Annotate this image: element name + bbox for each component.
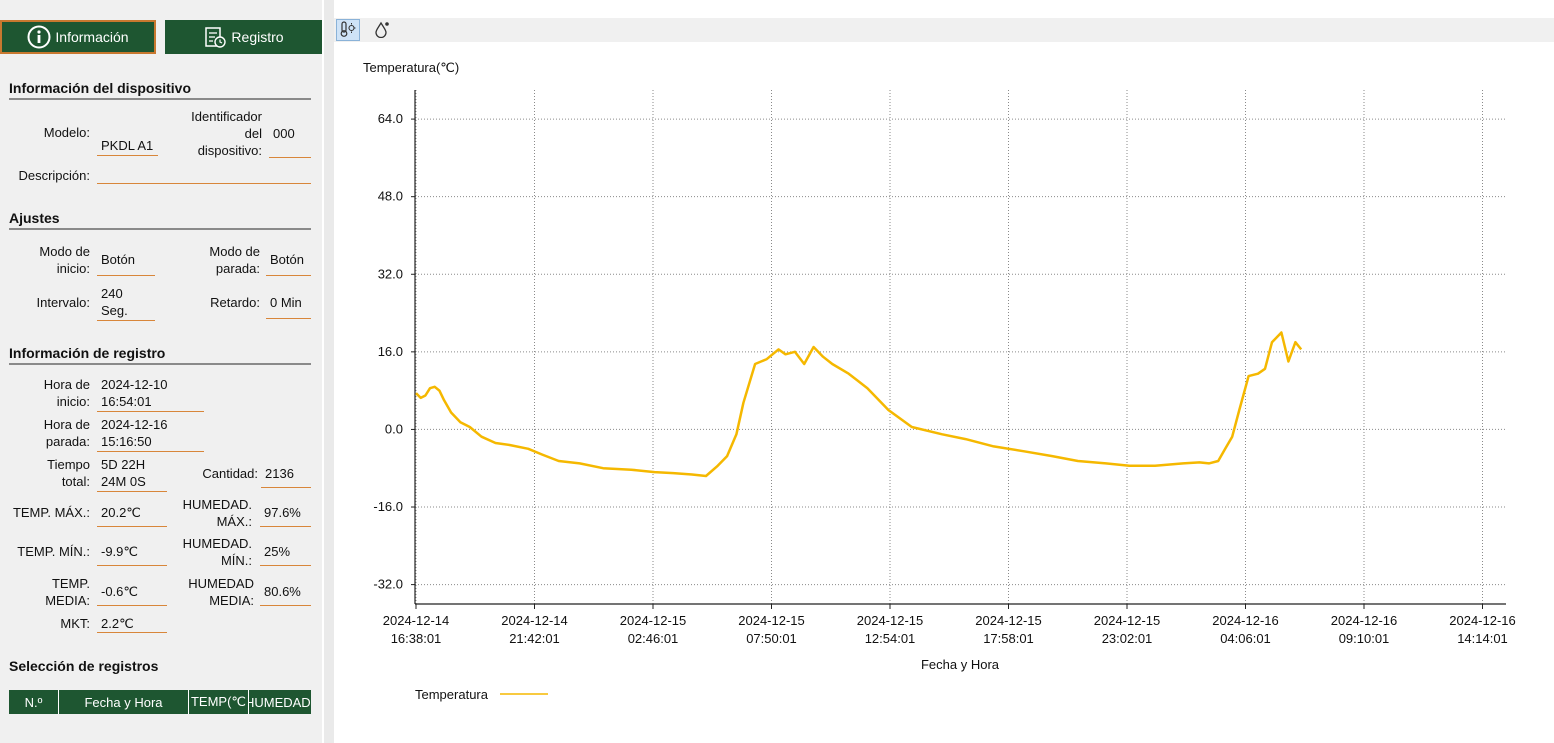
y-tick-labels: 64.0 48.0 32.0 16.0 0.0 -16.0 -32.0	[373, 111, 403, 592]
stop-mode-label: Modo de parada:	[209, 244, 260, 276]
device-id-value: 000	[269, 125, 311, 158]
col-number[interactable]: N.º	[9, 690, 59, 714]
stop-time-value: 2024-12-16 15:16:50	[97, 416, 204, 452]
stop-mode-value: Botón	[266, 251, 311, 276]
hum-max-label: HUMEDAD. MÁX.:	[182, 497, 252, 529]
x-tick-date: 2024-12-15	[857, 613, 924, 628]
model-label: Modelo:	[43, 125, 90, 140]
tab-registro[interactable]: Registro	[165, 20, 322, 54]
temp-avg-label: TEMP. MEDIA:	[45, 576, 90, 608]
settings-section-title: Ajustes	[9, 210, 311, 230]
x-tick-labels: 2024-12-14 16:38:01 2024-12-14 21:42:01 2024…	[383, 613, 1516, 646]
mkt-value: 2.2℃	[97, 615, 167, 633]
y-tick-label: 48.0	[378, 189, 403, 204]
temperature-view-button[interactable]	[336, 19, 360, 41]
thermometer-sun-icon	[339, 20, 357, 41]
y-tick-label: -16.0	[373, 499, 403, 514]
count-label: Cantidad:	[202, 466, 258, 481]
hum-avg-label: HUMEDAD MEDIA:	[188, 576, 254, 608]
selection-section-title: Selección de registros	[9, 658, 159, 674]
description-value	[97, 167, 311, 184]
hum-max-value: 97.6%	[260, 504, 311, 527]
x-tick-date: 2024-12-16	[1449, 613, 1516, 628]
y-axis-label: Temperatura(℃)	[363, 60, 459, 75]
chart-grid	[415, 90, 1506, 604]
tab-informacion[interactable]: Información	[0, 20, 156, 54]
info-icon	[27, 25, 51, 49]
delay-label: Retardo:	[210, 295, 260, 310]
x-tick-date: 2024-12-15	[975, 613, 1042, 628]
x-tick-date: 2024-12-15	[738, 613, 805, 628]
humidity-view-button[interactable]	[370, 19, 394, 41]
chart-axes	[411, 90, 1506, 609]
x-tick-time: 07:50:01	[746, 631, 797, 646]
hum-min-label: HUMEDAD. MÍN.:	[182, 536, 252, 568]
x-tick-date: 2024-12-16	[1212, 613, 1279, 628]
total-time-value: 5D 22H 24M 0S	[97, 456, 167, 492]
panel-splitter[interactable]	[324, 0, 334, 743]
model-value: PKDL A1	[97, 137, 158, 156]
tab-informacion-label: Información	[55, 29, 129, 45]
x-tick-time: 12:54:01	[865, 631, 916, 646]
x-tick-date: 2024-12-16	[1331, 613, 1398, 628]
temp-max-value: 20.2℃	[97, 504, 167, 527]
mkt-label: MKT:	[60, 616, 90, 631]
interval-label: Intervalo:	[36, 295, 90, 310]
col-datetime[interactable]: Fecha y Hora	[59, 690, 189, 714]
temp-min-value: -9.9℃	[97, 543, 167, 566]
tab-registro-label: Registro	[231, 29, 284, 45]
y-tick-label: -32.0	[373, 577, 403, 592]
temp-min-label: TEMP. MÍN.:	[17, 544, 90, 559]
y-tick-label: 32.0	[378, 266, 403, 281]
y-tick-label: 16.0	[378, 344, 403, 359]
x-tick-time: 23:02:01	[1102, 631, 1153, 646]
temperature-series-line	[415, 331, 1303, 478]
x-tick-date: 2024-12-15	[1094, 613, 1161, 628]
legend-label: Temperatura	[415, 687, 489, 702]
records-table-header: N.º Fecha y Hora TEMP(℃ HUMEDAD(	[9, 690, 311, 714]
x-tick-time: 09:10:01	[1339, 631, 1390, 646]
start-time-label: Hora de inicio:	[43, 377, 90, 409]
hum-avg-value: 80.6%	[260, 583, 311, 606]
chart-toolbar	[334, 18, 1554, 42]
x-tick-time: 16:38:01	[391, 631, 442, 646]
interval-value: 240 Seg.	[97, 285, 155, 321]
device-id-label: Identificador del dispositivo:	[191, 109, 262, 158]
start-time-value: 2024-12-10 16:54:01	[97, 376, 204, 412]
record-section-title: Información de registro	[9, 345, 311, 365]
x-tick-date: 2024-12-14	[501, 613, 568, 628]
y-tick-label: 64.0	[378, 111, 403, 126]
col-temp[interactable]: TEMP(℃	[189, 690, 249, 714]
hum-min-value: 25%	[260, 543, 311, 566]
description-label: Descripción:	[18, 168, 90, 183]
total-time-label: Tiempo total:	[47, 457, 90, 489]
temp-avg-value: -0.6℃	[97, 583, 167, 606]
temp-max-label: TEMP. MÁX.:	[12, 505, 90, 520]
x-tick-date: 2024-12-15	[620, 613, 687, 628]
device-section-title: Información del dispositivo	[9, 80, 311, 100]
x-tick-time: 17:58:01	[983, 631, 1034, 646]
start-mode-label: Modo de inicio:	[39, 244, 90, 276]
temperature-chart: Temperatura(℃) 64.0 48.0 32.0 16.0 0.0 -16.0 -…	[363, 60, 1516, 702]
y-tick-label: 0.0	[385, 421, 403, 436]
info-panel: Información Registro Información del dis…	[0, 0, 322, 743]
start-mode-value: Botón	[97, 251, 155, 276]
count-value: 2136	[261, 465, 311, 488]
delay-value: 0 Min	[266, 294, 311, 319]
x-tick-date: 2024-12-14	[383, 613, 450, 628]
col-humidity[interactable]: HUMEDAD(	[249, 694, 311, 710]
x-tick-time: 14:14:01	[1457, 631, 1508, 646]
x-tick-time: 02:46:01	[628, 631, 679, 646]
x-tick-time: 04:06:01	[1220, 631, 1271, 646]
stop-time-label: Hora de parada:	[43, 417, 90, 449]
water-drop-icon	[373, 20, 391, 41]
log-clock-icon	[203, 25, 227, 49]
x-axis-label: Fecha y Hora	[921, 657, 1000, 672]
x-tick-time: 21:42:01	[509, 631, 560, 646]
